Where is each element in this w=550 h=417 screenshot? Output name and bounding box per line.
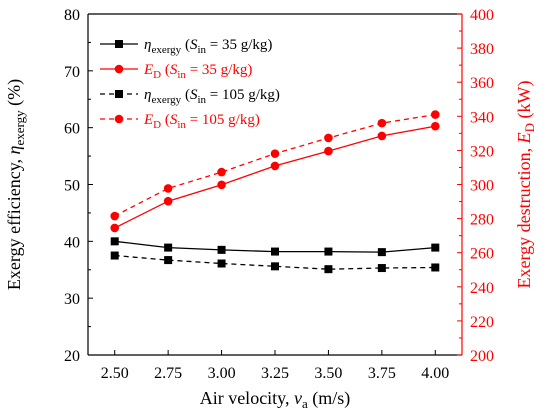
data-point (217, 259, 226, 268)
data-point (217, 245, 226, 254)
data-point (163, 196, 173, 206)
legend-label: ED (Sin = 105 g/kg) (143, 112, 260, 131)
x-tick-label: 3.25 (261, 365, 289, 382)
data-point (164, 243, 173, 252)
legend-label: ηexergy (Sin = 105 g/kg) (144, 87, 280, 106)
data-point (324, 133, 333, 143)
right-y-tick-label: 380 (470, 41, 494, 58)
data-point (324, 265, 333, 274)
legend-item: ED (Sin = 35 g/kg) (100, 62, 252, 81)
left-y-tick-label: 70 (64, 64, 80, 81)
data-point (270, 161, 280, 171)
series-4 (110, 110, 440, 221)
data-point (110, 211, 120, 221)
data-point (271, 262, 279, 271)
legend: ηexergy (Sin = 35 g/kg) ED (Sin = 35 g/kg… (100, 37, 280, 131)
right-y-tick-label: 320 (470, 143, 494, 160)
right-y-tick-label: 360 (470, 75, 494, 92)
right-y-axis: 200 220 240 260 280 300 320 340 360 380 400 (457, 7, 494, 365)
legend-label: ηexergy (Sin = 35 g/kg) (144, 37, 272, 56)
x-axis: 2.50 2.75 3.00 3.25 3.50 3.75 4.00 (101, 350, 449, 382)
right-y-tick-label: 220 (470, 314, 494, 331)
left-y-axis-title: Exergy efficiency, ηexergy (%) (4, 79, 27, 290)
data-point (431, 243, 440, 252)
left-y-tick-label: 60 (64, 121, 80, 138)
series-1 (110, 237, 440, 257)
left-y-tick-label: 50 (64, 178, 80, 195)
right-y-tick-label: 260 (470, 246, 494, 263)
x-tick-label: 3.50 (314, 365, 342, 382)
legend-label: ED (Sin = 35 g/kg) (143, 62, 252, 81)
data-point (431, 263, 440, 272)
data-point (271, 247, 279, 256)
series-2 (110, 121, 440, 233)
data-point (270, 149, 280, 158)
legend-marker (115, 90, 123, 98)
legend-item: ED (Sin = 105 g/kg) (100, 112, 260, 131)
legend-marker (114, 64, 124, 74)
right-y-tick-label: 340 (470, 109, 494, 126)
right-y-tick-label: 400 (470, 7, 494, 24)
series-line (114, 125, 436, 229)
data-point (164, 256, 173, 265)
legend-item: ηexergy (Sin = 35 g/kg) (100, 37, 272, 56)
series-3 (110, 251, 440, 274)
data-point (217, 167, 226, 177)
left-y-axis: 20 30 40 50 60 70 80 (64, 7, 93, 365)
legend-marker (115, 40, 123, 48)
left-y-tick-label: 40 (64, 234, 80, 251)
data-point (430, 121, 440, 131)
data-point (430, 110, 440, 119)
data-point (324, 247, 333, 256)
data-point (377, 131, 387, 141)
series-layer (110, 110, 440, 274)
right-y-tick-label: 200 (470, 348, 494, 365)
data-point (110, 237, 119, 246)
data-point (377, 248, 386, 257)
data-point (377, 264, 386, 273)
legend-marker (114, 114, 124, 124)
legend-item: ηexergy (Sin = 105 g/kg) (100, 87, 280, 106)
x-axis-title: Air velocity, va (m/s) (200, 388, 351, 411)
right-y-axis-title: Exergy destruction, ED (kW) (514, 80, 537, 288)
x-tick-label: 3.00 (208, 365, 236, 382)
data-point (217, 180, 226, 190)
data-point (110, 223, 120, 233)
right-y-tick-label: 300 (470, 178, 494, 195)
data-point (377, 118, 387, 128)
x-tick-label: 3.75 (368, 365, 396, 382)
data-point (110, 251, 119, 260)
left-y-tick-label: 80 (64, 7, 80, 24)
left-y-tick-label: 30 (64, 291, 80, 308)
right-y-tick-label: 240 (470, 280, 494, 297)
x-tick-label: 2.50 (101, 365, 129, 382)
right-y-tick-label: 280 (470, 212, 494, 229)
axis-titles: Air velocity, va (m/s) Exergy efficiency,… (4, 79, 537, 411)
x-tick-label: 2.75 (154, 365, 182, 382)
x-tick-label: 4.00 (421, 365, 449, 382)
data-point (324, 146, 333, 156)
data-point (163, 184, 173, 193)
left-y-tick-label: 20 (64, 348, 80, 365)
